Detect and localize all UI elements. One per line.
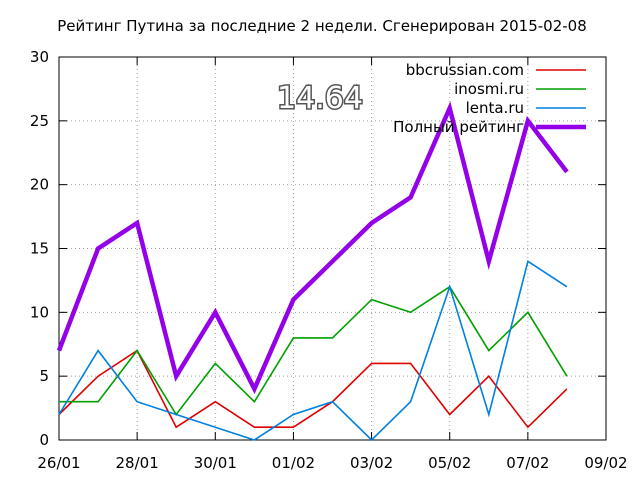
x-tick-label: 05/02 — [428, 454, 471, 472]
y-tick-label: 10 — [30, 303, 49, 321]
y-tick-label: 0 — [39, 431, 49, 449]
legend-label: lenta.ru — [466, 99, 524, 117]
y-tick-label: 5 — [39, 367, 49, 385]
y-tick-labels: 0 5 10 15 20 25 30 — [30, 48, 49, 449]
series-line — [59, 285, 568, 416]
y-tick-label: 25 — [30, 112, 49, 130]
y-tick-label: 30 — [30, 48, 49, 66]
x-tick-label: 01/02 — [272, 454, 315, 472]
x-tick-labels: 26/01 28/01 30/01 01/02 03/02 05/02 07/02 09/02 — [37, 454, 627, 472]
y-tick-label: 20 — [30, 176, 49, 194]
x-tick-label: 09/02 — [584, 454, 627, 472]
series-line — [58, 349, 568, 429]
chart-title: Рейтинг Путина за последние 2 недели. Сг… — [57, 17, 586, 35]
x-tick-label: 28/01 — [116, 454, 159, 472]
legend-label: inosmi.ru — [454, 80, 524, 98]
total-rating-value: 14.64 — [277, 81, 363, 116]
axes — [58, 56, 607, 441]
x-tick-label: 26/01 — [37, 454, 80, 472]
series-lines — [56, 101, 569, 442]
x-tick-label: 03/02 — [350, 454, 393, 472]
series-line — [58, 260, 568, 442]
series-line — [56, 101, 569, 395]
legend-label: Полный рейтинг — [393, 118, 524, 136]
legend-label: bbcrussian.com — [406, 61, 524, 79]
y-tick-label: 15 — [30, 240, 49, 258]
x-tick-label: 07/02 — [506, 454, 549, 472]
x-tick-label: 30/01 — [194, 454, 237, 472]
plot-frame — [58, 56, 607, 441]
